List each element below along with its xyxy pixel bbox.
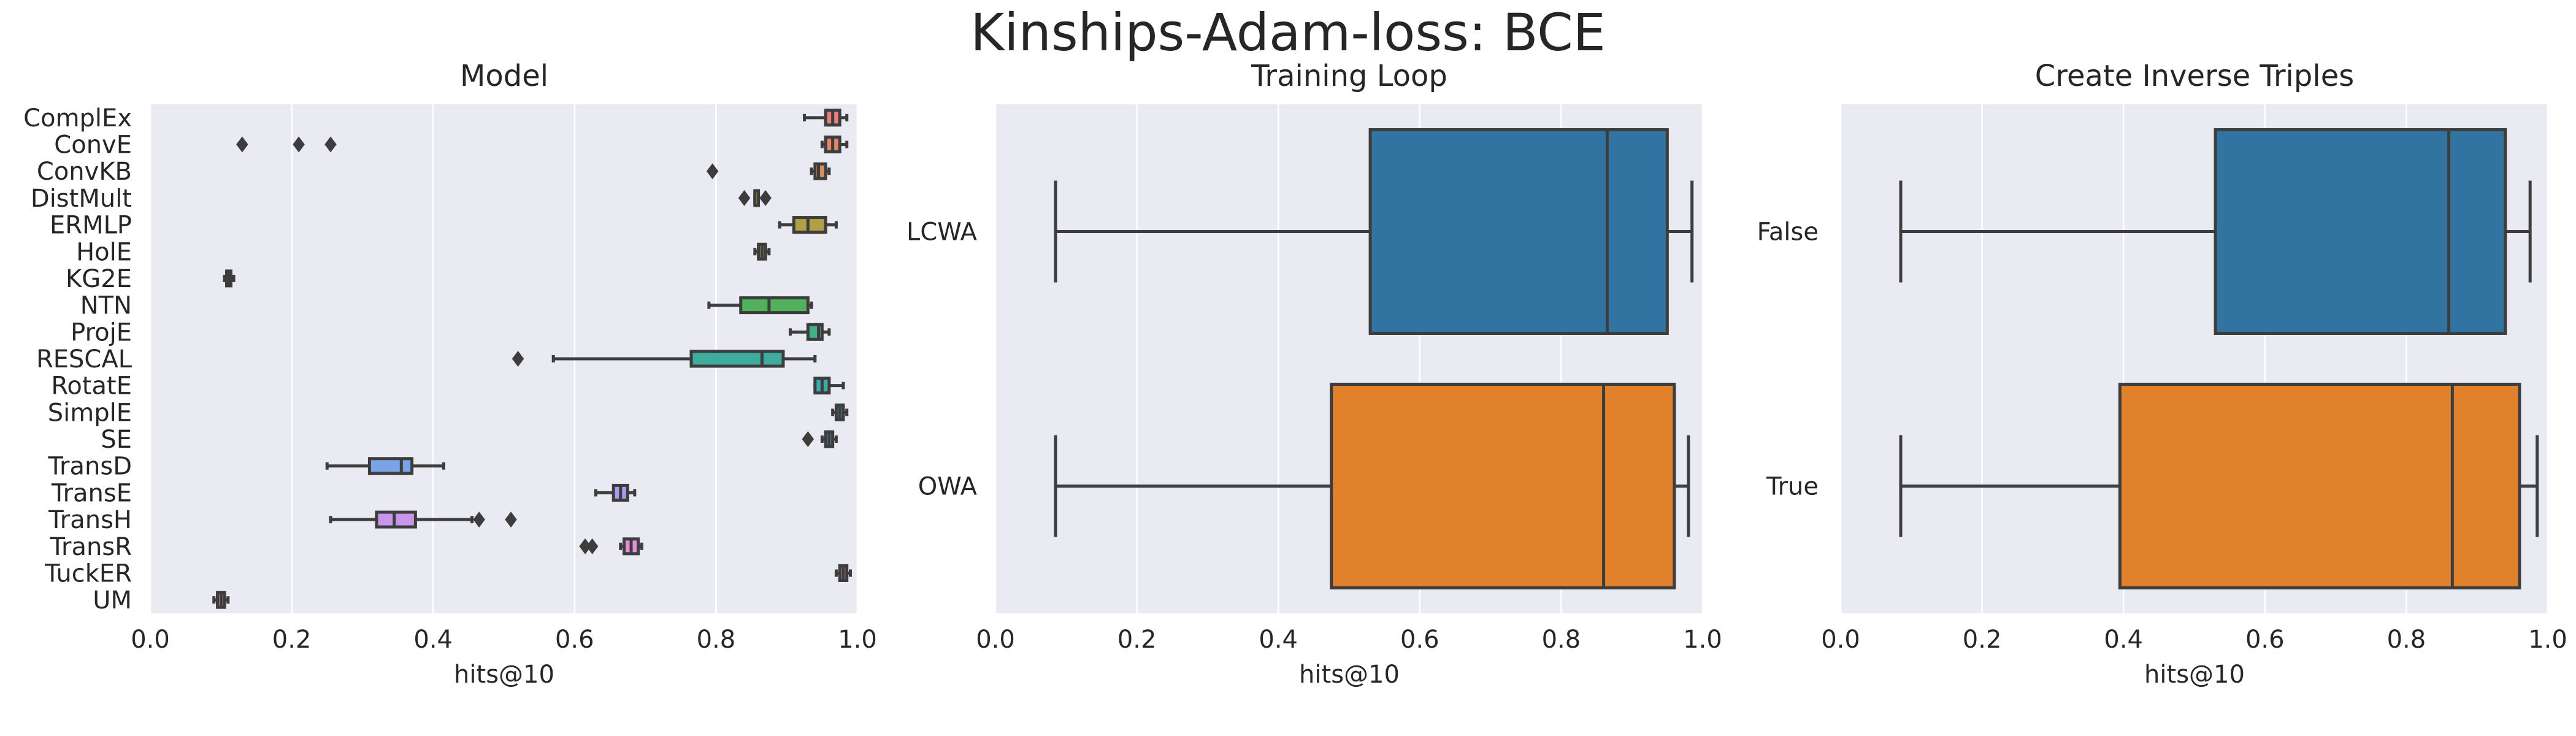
y-tick-label: ConvE (54, 131, 132, 159)
box (367, 457, 414, 475)
y-tick-label: RotatE (51, 372, 132, 401)
y-tick-label: SimplE (48, 399, 132, 427)
outlier-point (802, 431, 815, 448)
x-tick-label: 0.2 (1963, 626, 2002, 654)
y-tick-label: LCWA (907, 218, 978, 247)
box (2118, 383, 2521, 589)
outlier-point (586, 538, 599, 554)
y-tick-label: False (1757, 218, 1819, 247)
outlier-point (505, 512, 517, 528)
box (792, 216, 827, 234)
outlier-point (759, 190, 772, 206)
y-tick-label: ProjE (71, 318, 132, 347)
y-tick-label: OWA (918, 473, 978, 501)
outlier-point (293, 136, 305, 153)
panel-title-model: Model (460, 59, 548, 93)
x-tick-label: 0.2 (272, 626, 312, 654)
box (2214, 128, 2507, 335)
y-tick-label: TransR (50, 533, 132, 561)
x-tick-label: 0.0 (1821, 626, 1860, 654)
x-tick-label: 0.2 (1117, 626, 1157, 654)
x-tick-label: 0.6 (1400, 626, 1439, 654)
panel-title-training-loop: Training Loop (1251, 59, 1447, 93)
x-axis-label-training-loop: hits@10 (1299, 661, 1400, 689)
x-tick-label: 0.4 (413, 626, 453, 654)
box (689, 350, 785, 368)
y-tick-label: ComplEx (23, 104, 132, 132)
x-tick-label: 0.8 (1542, 626, 1581, 654)
x-tick-label: 1.0 (2528, 626, 2567, 654)
outlier-point (324, 136, 337, 153)
panel-training-loop: Training Loop hits@10 0.0 0.2 0.4 0.6 0.8 1.0… (907, 59, 1722, 689)
x-tick-label: 0.4 (1259, 626, 1298, 654)
x-tick-label: 0.0 (131, 626, 170, 654)
outlier-point (236, 136, 248, 153)
box (1330, 383, 1676, 589)
y-tick-label: KG2E (66, 265, 132, 293)
outlier-point (473, 512, 485, 528)
panel-model: Model hits@10 0.0 0.2 0.4 0.6 0.8 1.0ComplExC… (23, 59, 877, 689)
y-tick-label: TransE (51, 479, 132, 507)
x-tick-label: 0.8 (2387, 626, 2426, 654)
y-tick-label: RESCAL (36, 345, 132, 374)
y-tick-label: NTN (80, 292, 132, 320)
x-tick-label: 0.6 (555, 626, 594, 654)
y-tick-label: TransD (47, 453, 132, 481)
outlier-point (579, 538, 591, 554)
box (739, 296, 810, 315)
y-tick-label: ConvKB (37, 158, 132, 186)
outlier-point (512, 351, 524, 367)
box (813, 162, 827, 180)
x-axis-label-create-inverse-triples: hits@10 (2144, 661, 2245, 689)
x-tick-label: 0.0 (976, 626, 1015, 654)
y-tick-label: UM (93, 586, 132, 615)
y-tick-label: DistMult (31, 185, 132, 213)
x-tick-label: 1.0 (838, 626, 877, 654)
y-tick-label: True (1766, 473, 1819, 501)
box (1368, 128, 1669, 335)
y-tick-label: TuckER (44, 559, 132, 588)
panel-create-inverse-triples: Create Inverse Triples hits@10 0.0 0.2 0.4… (1757, 59, 2567, 689)
box (375, 510, 417, 529)
x-tick-label: 0.4 (2104, 626, 2143, 654)
y-tick-label: ERMLP (50, 212, 132, 240)
panel-title-create-inverse-triples: Create Inverse Triples (2035, 59, 2354, 93)
x-tick-label: 0.6 (2245, 626, 2285, 654)
y-tick-label: TransH (48, 506, 132, 534)
x-tick-label: 1.0 (1683, 626, 1722, 654)
y-tick-label: SE (101, 426, 132, 454)
figure-title: Kinships-Adam-loss: BCE (970, 2, 1606, 63)
outlier-point (738, 190, 751, 206)
y-tick-label: HolE (76, 238, 132, 266)
outlier-point (706, 163, 719, 180)
x-axis-label-model: hits@10 (454, 661, 554, 689)
x-tick-label: 0.8 (697, 626, 736, 654)
